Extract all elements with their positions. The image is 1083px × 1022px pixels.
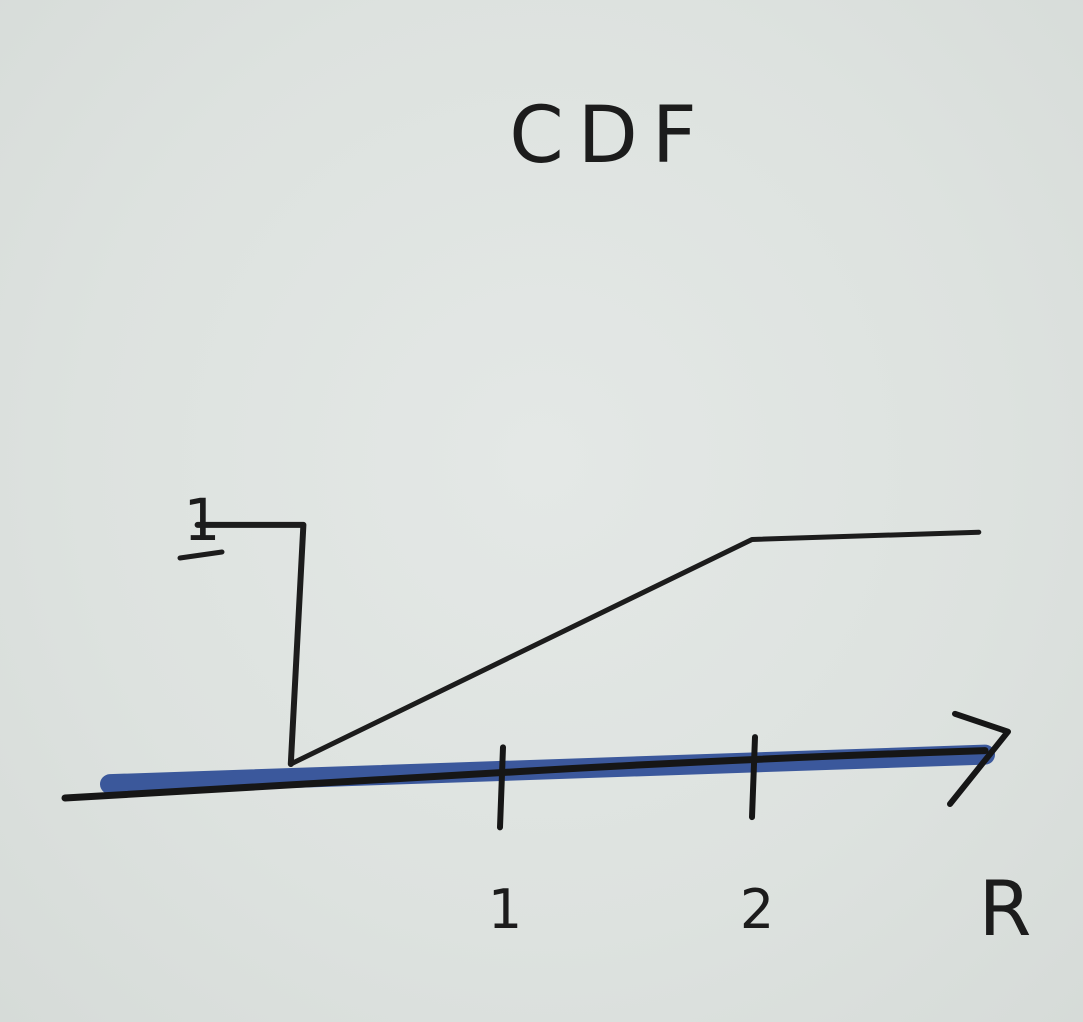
x-tick-label: 1	[488, 878, 522, 941]
x-tick-label: 2	[740, 878, 774, 941]
x-axis-arrowhead	[947, 710, 1011, 808]
cdf-ramp-series	[288, 529, 982, 767]
x-axis-label: R	[979, 864, 1032, 953]
chart-title: CDF	[509, 91, 710, 181]
x-tick-mark	[749, 734, 758, 821]
y-tick-label: 1	[184, 486, 221, 554]
x-tick-mark	[497, 744, 506, 831]
x-axis	[61, 710, 1011, 808]
y-tick-label-underline	[177, 549, 225, 561]
x-axis-line	[61, 747, 989, 802]
cdf-jump-series	[194, 521, 307, 767]
